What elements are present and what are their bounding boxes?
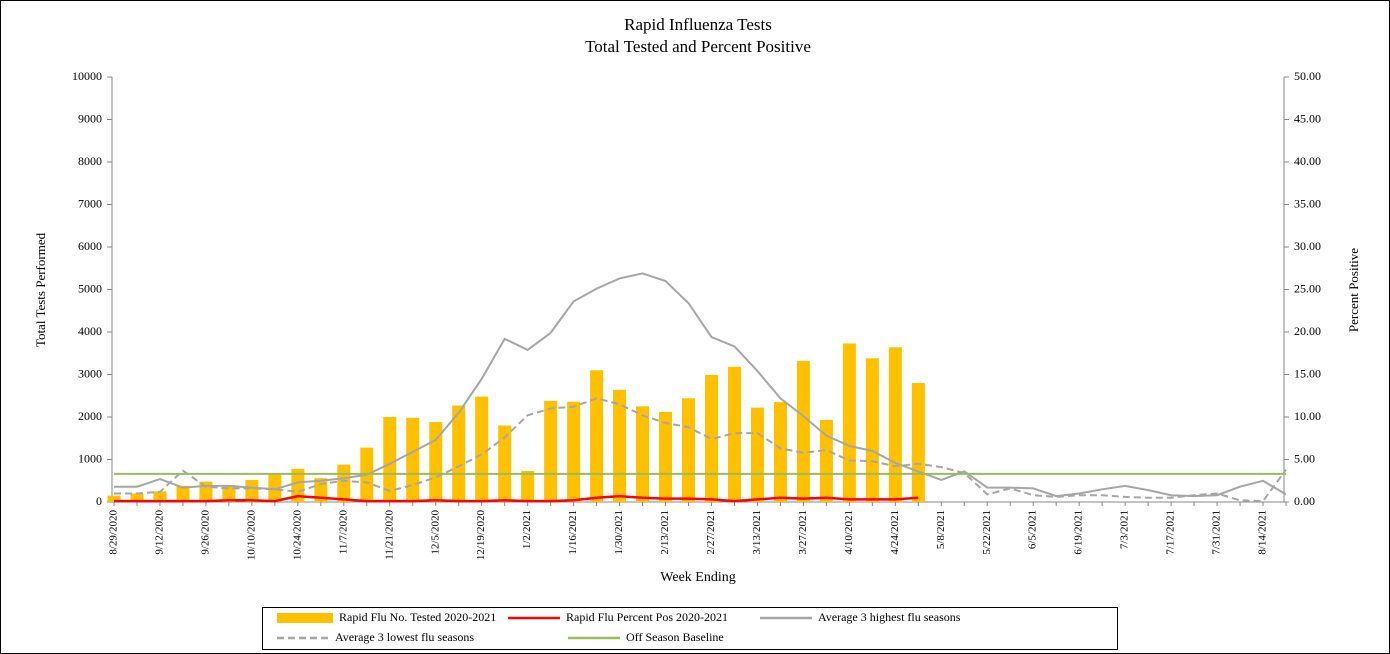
x-tick-label: 11/21/2020 bbox=[383, 510, 395, 560]
x-tick-label: 7/3/2021 bbox=[1119, 510, 1131, 549]
y-axis-title: Total Tests Performed bbox=[33, 232, 48, 347]
bar bbox=[498, 425, 512, 502]
bar bbox=[291, 468, 305, 502]
x-tick-label: 6/19/2021 bbox=[1073, 510, 1085, 555]
bar bbox=[682, 398, 696, 502]
bar bbox=[865, 358, 879, 502]
x-tick-label: 3/13/2021 bbox=[751, 510, 763, 555]
y-tick-label: 4000 bbox=[78, 324, 102, 338]
bar bbox=[911, 383, 925, 502]
y2-tick-label: 35.00 bbox=[1294, 196, 1321, 210]
x-tick-label: 4/24/2021 bbox=[889, 510, 901, 555]
y2-tick-label: 30.00 bbox=[1294, 239, 1321, 253]
bar bbox=[383, 417, 397, 502]
bar bbox=[337, 464, 351, 502]
bar bbox=[727, 366, 741, 502]
bar bbox=[842, 343, 856, 502]
legend-label: Average 3 highest flu seasons bbox=[818, 610, 961, 624]
y-tick-label: 8000 bbox=[78, 154, 102, 168]
y-tick-label: 0 bbox=[96, 494, 102, 508]
bar bbox=[176, 485, 190, 502]
y2-tick-label: 25.00 bbox=[1294, 281, 1321, 295]
x-tick-label: 12/19/2020 bbox=[475, 510, 487, 561]
y2-tick-label: 50.00 bbox=[1294, 69, 1321, 83]
x-tick-label: 10/24/2020 bbox=[291, 510, 303, 561]
y-tick-label: 7000 bbox=[78, 196, 102, 210]
y-tick-label: 2000 bbox=[78, 409, 102, 423]
bar bbox=[153, 491, 167, 502]
y-tick-label: 9000 bbox=[78, 111, 102, 125]
x-tick-label: 11/7/2020 bbox=[337, 510, 349, 555]
x-tick-label: 5/22/2021 bbox=[981, 510, 993, 555]
x-tick-label: 9/12/2020 bbox=[153, 510, 165, 555]
bar bbox=[406, 417, 420, 502]
x-tick-label: 2/27/2021 bbox=[705, 510, 717, 555]
legend-label: Rapid Flu No. Tested 2020-2021 bbox=[339, 610, 496, 624]
y2-tick-label: 40.00 bbox=[1294, 154, 1321, 168]
bar bbox=[659, 411, 673, 502]
x-axis-title: Week Ending bbox=[660, 570, 735, 585]
bar bbox=[222, 485, 236, 502]
bar bbox=[590, 370, 604, 502]
bar bbox=[750, 407, 764, 502]
x-tick-label: 2/13/2021 bbox=[659, 510, 671, 555]
bar bbox=[268, 473, 282, 502]
y2-tick-label: 0.00 bbox=[1294, 494, 1315, 508]
x-tick-label: 6/5/2021 bbox=[1027, 510, 1039, 549]
y2-tick-label: 20.00 bbox=[1294, 324, 1321, 338]
chart-subtitle: Total Tested and Percent Positive bbox=[585, 37, 811, 56]
bar bbox=[452, 405, 466, 502]
bar bbox=[544, 400, 558, 502]
x-tick-label: 3/27/2021 bbox=[797, 510, 809, 555]
x-tick-label: 9/26/2020 bbox=[199, 510, 211, 555]
y-tick-label: 6000 bbox=[78, 239, 102, 253]
line-series bbox=[114, 494, 919, 503]
y-tick-label: 5000 bbox=[78, 281, 102, 295]
bar bbox=[130, 493, 144, 502]
y2-tick-label: 5.00 bbox=[1294, 451, 1315, 465]
x-tick-label: 7/17/2021 bbox=[1165, 510, 1177, 555]
line-series bbox=[114, 397, 1287, 503]
legend-label: Off Season Baseline bbox=[626, 630, 724, 644]
legend-label: Average 3 lowest flu seasons bbox=[335, 630, 474, 644]
x-tick-label: 1/16/2021 bbox=[567, 510, 579, 555]
x-tick-label: 8/14/2021 bbox=[1257, 510, 1269, 555]
bar bbox=[567, 401, 581, 502]
x-tick-label: 1/30/2021 bbox=[613, 510, 625, 555]
bar bbox=[773, 402, 787, 502]
y2-axis-title: Percent Positive bbox=[1346, 248, 1361, 332]
x-tick-label: 10/10/2020 bbox=[245, 510, 257, 561]
x-tick-label: 12/5/2020 bbox=[429, 510, 441, 555]
bar bbox=[245, 479, 259, 502]
legend-swatch bbox=[277, 613, 333, 623]
legend-box bbox=[262, 607, 1118, 650]
y2-tick-label: 15.00 bbox=[1294, 366, 1321, 380]
x-tick-label: 4/10/2021 bbox=[843, 510, 855, 555]
x-tick-label: 7/31/2021 bbox=[1211, 510, 1223, 555]
legend-label: Rapid Flu Percent Pos 2020-2021 bbox=[566, 610, 728, 624]
bar bbox=[475, 396, 489, 502]
bar bbox=[796, 360, 810, 502]
y2-tick-label: 10.00 bbox=[1294, 409, 1321, 423]
bar bbox=[636, 406, 650, 502]
line-series bbox=[114, 272, 1287, 498]
bar bbox=[888, 347, 902, 502]
x-tick-label: 8/29/2020 bbox=[108, 510, 120, 555]
bar bbox=[521, 470, 535, 502]
chart-title: Rapid Influenza Tests bbox=[624, 15, 772, 34]
x-tick-label: 1/2/2021 bbox=[521, 510, 533, 549]
x-tick-label: 5/8/2021 bbox=[935, 510, 947, 549]
bar bbox=[107, 495, 121, 502]
y-tick-label: 3000 bbox=[78, 366, 102, 380]
bar bbox=[704, 374, 718, 502]
bar bbox=[819, 419, 833, 502]
y-tick-label: 1000 bbox=[78, 451, 102, 465]
y-tick-label: 10000 bbox=[72, 69, 102, 83]
y2-tick-label: 45.00 bbox=[1294, 111, 1321, 125]
